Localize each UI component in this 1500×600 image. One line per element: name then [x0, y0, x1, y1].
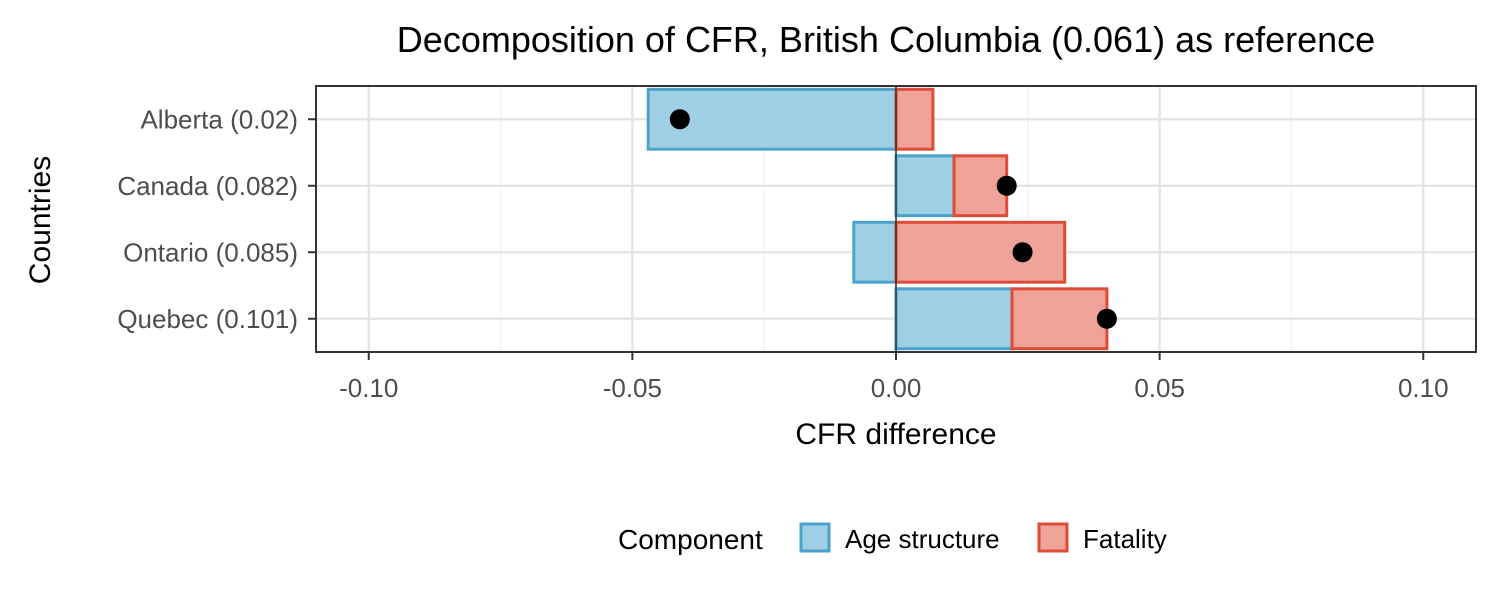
bar-age-structure — [852, 220, 898, 284]
y-tick-label: Quebec (0.101) — [117, 304, 298, 334]
x-axis-title: CFR difference — [795, 418, 996, 451]
bar-fatality — [894, 87, 935, 151]
legend: Component Age structure Fatality — [618, 522, 1167, 555]
total-point — [1012, 242, 1033, 263]
legend-label-fatality: Fatality — [1083, 524, 1167, 554]
total-points-layer — [669, 109, 1117, 329]
bar-fatality — [894, 220, 1067, 284]
axis-layer: -0.10 -0.05 0.00 0.05 0.10 Alberta (0.02) Cana… — [117, 104, 1448, 403]
y-axis-title: Countries — [24, 156, 57, 284]
total-point — [669, 109, 690, 130]
legend-label-age-structure: Age structure — [845, 524, 1000, 554]
legend-items: Age structure Fatality — [799, 522, 1167, 554]
bar-fatality — [1010, 287, 1109, 351]
x-tick-label: -0.10 — [339, 373, 398, 403]
y-tick-label: Canada (0.082) — [117, 171, 298, 201]
legend-key-age-structure — [799, 522, 831, 553]
x-tick-label: 0.00 — [871, 373, 922, 403]
total-point — [996, 175, 1017, 196]
bar-age-structure — [894, 154, 956, 218]
y-tick-label: Alberta (0.02) — [140, 104, 298, 134]
x-tick-label: 0.05 — [1134, 373, 1185, 403]
chart-title: Decomposition of CFR, British Columbia (… — [397, 19, 1375, 60]
x-tick-label: 0.10 — [1398, 373, 1449, 403]
legend-key-fatality — [1037, 522, 1069, 553]
y-tick-label: Ontario (0.085) — [123, 237, 298, 267]
x-tick-label: -0.05 — [603, 373, 662, 403]
bar-age-structure — [894, 287, 1014, 351]
total-point — [1096, 308, 1117, 329]
legend-title: Component — [618, 524, 763, 555]
